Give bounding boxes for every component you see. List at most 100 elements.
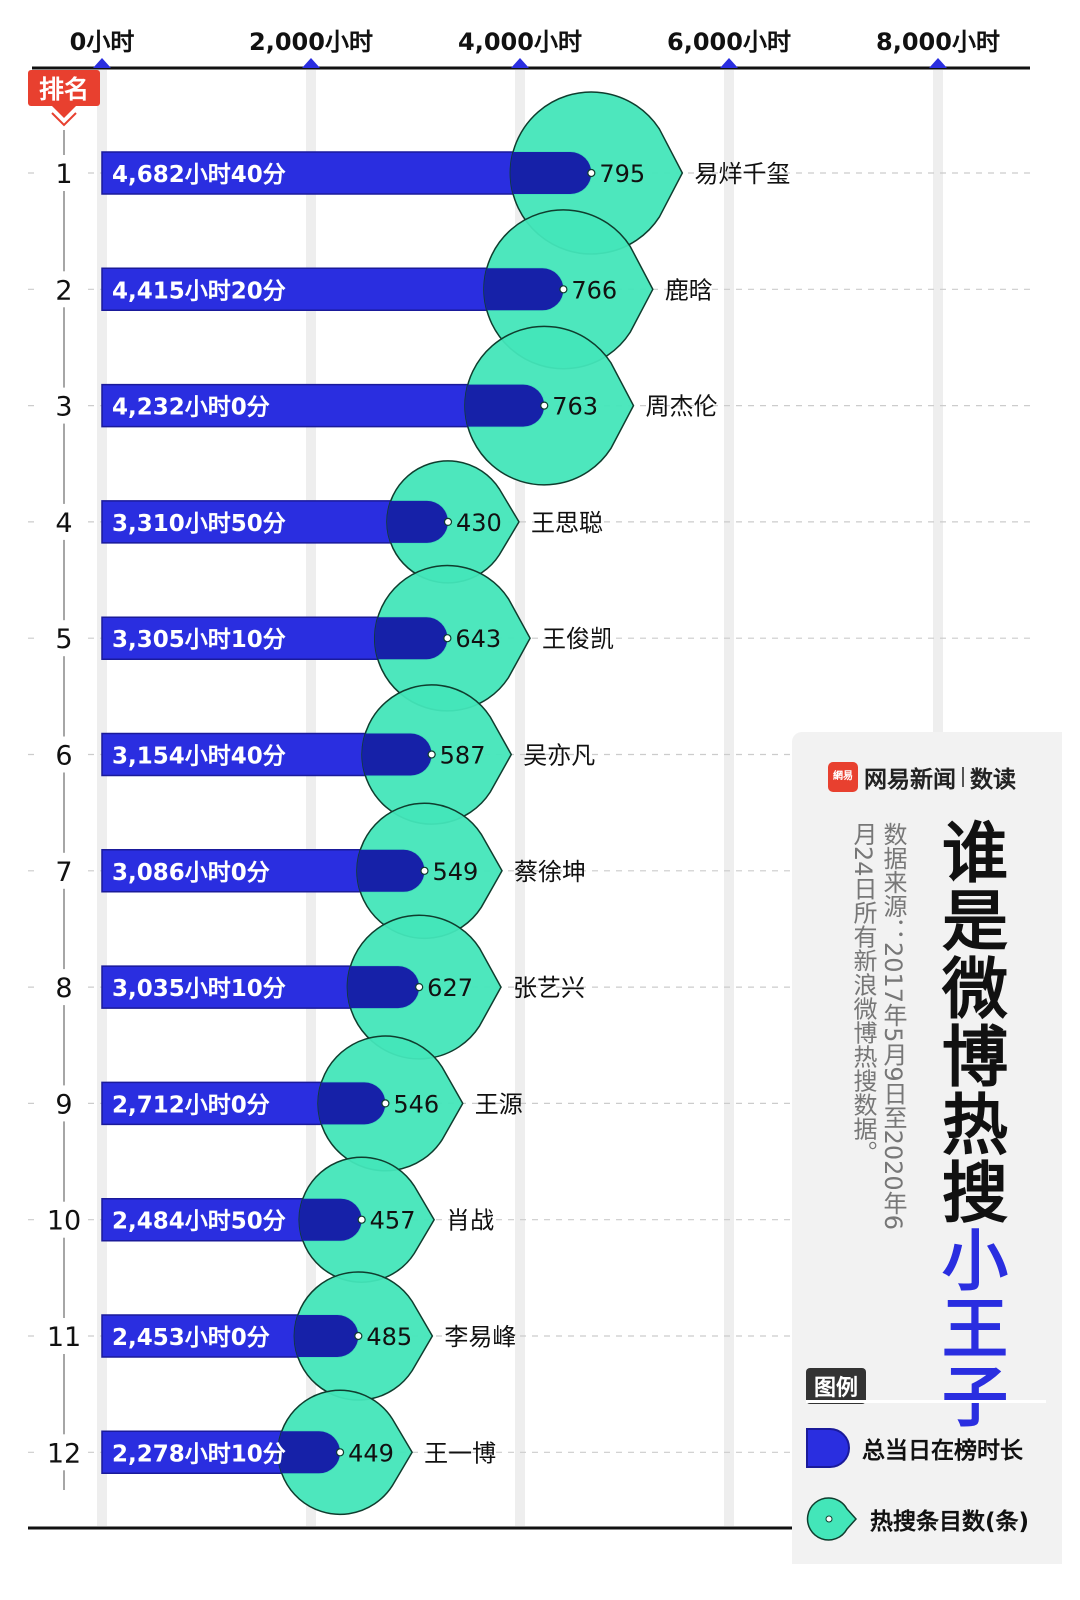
x-tick-marker-2 — [511, 58, 529, 68]
rank-bg-7 — [40, 852, 88, 889]
bubble-value-label-5: 643 — [455, 625, 501, 653]
x-tick-label-2: 4,000小时 — [458, 28, 582, 56]
rank-bg-4 — [40, 503, 88, 540]
legend-title: 图例 — [806, 1368, 867, 1404]
bar-value-label-4: 3,310小时50分 — [112, 511, 286, 537]
bar-end-dot-1 — [587, 168, 596, 178]
bar-value-label-6: 3,154小时40分 — [112, 744, 286, 770]
rank-label-7: 7 — [55, 857, 72, 888]
category-label-8: 张艺兴 — [513, 974, 585, 1002]
bar-end-dot-9 — [381, 1099, 390, 1108]
rank-label-6: 6 — [55, 741, 72, 772]
bar-value-label-11: 2,453小时0分 — [112, 1325, 270, 1351]
category-label-7: 蔡徐坤 — [514, 858, 586, 886]
bubble-value-label-3: 763 — [552, 393, 598, 421]
bubble-value-label-2: 766 — [571, 276, 617, 304]
rank-bg-3 — [40, 387, 88, 424]
x-tick-label-3: 6,000小时 — [667, 28, 791, 56]
bar-value-label-10: 2,484小时50分 — [112, 1209, 286, 1235]
rank-label-2: 2 — [55, 275, 72, 306]
bar-end-dot-10 — [357, 1215, 366, 1224]
brand-separator — [962, 767, 964, 787]
bubble-value-label-8: 627 — [427, 974, 473, 1002]
brand: 網易 网易新闻 数读 — [828, 760, 1016, 794]
rank-label-5: 5 — [55, 624, 72, 655]
category-label-1: 易烊千玺 — [694, 160, 790, 188]
rank-bg-9 — [40, 1085, 88, 1122]
title-highlight-text: 小王子 — [931, 1226, 1008, 1430]
x-tick-marker-0 — [93, 58, 111, 68]
rank-bg-6 — [40, 736, 88, 773]
bar-value-label-3: 4,232小时0分 — [112, 395, 270, 421]
bubble-value-label-12: 449 — [348, 1439, 394, 1467]
legend-bar-label: 总当日在榜时长 — [862, 1438, 1023, 1464]
rank-badge-pointer — [52, 106, 76, 118]
title-main-text: 谁是微博热搜 — [931, 818, 1008, 1226]
bar-value-label-2: 4,415小时20分 — [112, 278, 286, 304]
bar-value-label-8: 3,035小时10分 — [112, 976, 286, 1002]
rank-label-11: 11 — [47, 1322, 81, 1353]
category-label-10: 肖战 — [446, 1207, 494, 1235]
bar-end-dot-6 — [427, 750, 436, 759]
bubble-value-label-11: 485 — [366, 1323, 412, 1351]
legend-bar-swatch — [806, 1428, 850, 1468]
x-tick-marker-4 — [929, 58, 947, 68]
bar-end-dot-7 — [420, 866, 429, 875]
grid-band-0 — [97, 70, 107, 1526]
brand-column: 数读 — [970, 767, 1016, 793]
bubble-value-label-4: 430 — [456, 509, 502, 537]
category-label-6: 吴亦凡 — [523, 742, 595, 770]
bubble-value-label-6: 587 — [440, 742, 486, 770]
category-label-9: 王源 — [475, 1090, 523, 1118]
legend-bubble-swatch — [806, 1497, 858, 1541]
legend-item-count: 热搜条目数(条) — [806, 1496, 1029, 1542]
rank-label-12: 12 — [47, 1438, 81, 1469]
category-label-12: 王一博 — [424, 1439, 496, 1467]
rank-label-8: 8 — [55, 973, 72, 1004]
source-note: 数据来源：2017年5月9日至2020年6月24日所有新浪微博热搜数据。 — [849, 822, 907, 1230]
category-label-4: 王思聪 — [531, 509, 603, 537]
bubble-value-label-9: 546 — [393, 1090, 439, 1118]
bar-end-dot-12 — [335, 1448, 345, 1457]
rank-badge-chevron — [51, 112, 77, 127]
rank-bg-5 — [40, 620, 88, 657]
rank-label-4: 4 — [55, 508, 72, 539]
x-tick-label-4: 8,000小时 — [876, 28, 1000, 56]
x-tick-marker-3 — [720, 58, 738, 68]
bar-value-label-9: 2,712小时0分 — [112, 1092, 270, 1118]
bar-end-dot-8 — [415, 982, 424, 992]
bar-value-label-12: 2,278小时10分 — [112, 1441, 286, 1467]
brand-name: 网易新闻 — [864, 767, 956, 793]
grid-band-3 — [724, 70, 734, 1526]
category-label-3: 周杰伦 — [645, 393, 717, 421]
bar-end-dot-11 — [354, 1331, 363, 1341]
info-panel — [792, 732, 1062, 1564]
bar-end-dot-5 — [443, 634, 452, 643]
grid-band-1 — [306, 70, 316, 1526]
rank-bg-11 — [40, 1318, 88, 1354]
bar-overlap-12 — [278, 1431, 341, 1474]
category-label-2: 鹿晗 — [665, 276, 713, 304]
rank-label-1: 1 — [55, 159, 72, 190]
legend-divider — [806, 1400, 1046, 1403]
bubble-value-label-1: 795 — [599, 160, 645, 188]
rank-label-9: 9 — [55, 1089, 72, 1120]
rank-badge-label: 排名 — [39, 75, 89, 104]
bubble-value-label-7: 549 — [432, 858, 478, 886]
bar-end-dot-2 — [559, 285, 568, 294]
chart-title: 谁是微博热搜小王子 — [931, 818, 1008, 1430]
grid-band-2 — [515, 70, 525, 1526]
bar-value-label-1: 4,682小时40分 — [112, 162, 286, 188]
bar-value-label-7: 3,086小时0分 — [112, 860, 270, 886]
bar-end-dot-4 — [443, 517, 453, 527]
brand-logo: 網易 — [828, 762, 858, 792]
legend-item-duration: 总当日在榜时长 — [806, 1428, 1023, 1468]
rank-bg-12 — [40, 1434, 88, 1471]
bar-end-dot-3 — [540, 401, 549, 410]
rank-bg-8 — [40, 969, 88, 1006]
rank-label-3: 3 — [55, 392, 72, 423]
bubble-value-label-10: 457 — [370, 1207, 416, 1235]
legend-bubble-label: 热搜条目数(条) — [870, 1509, 1030, 1535]
x-tick-label-1: 2,000小时 — [249, 28, 373, 56]
